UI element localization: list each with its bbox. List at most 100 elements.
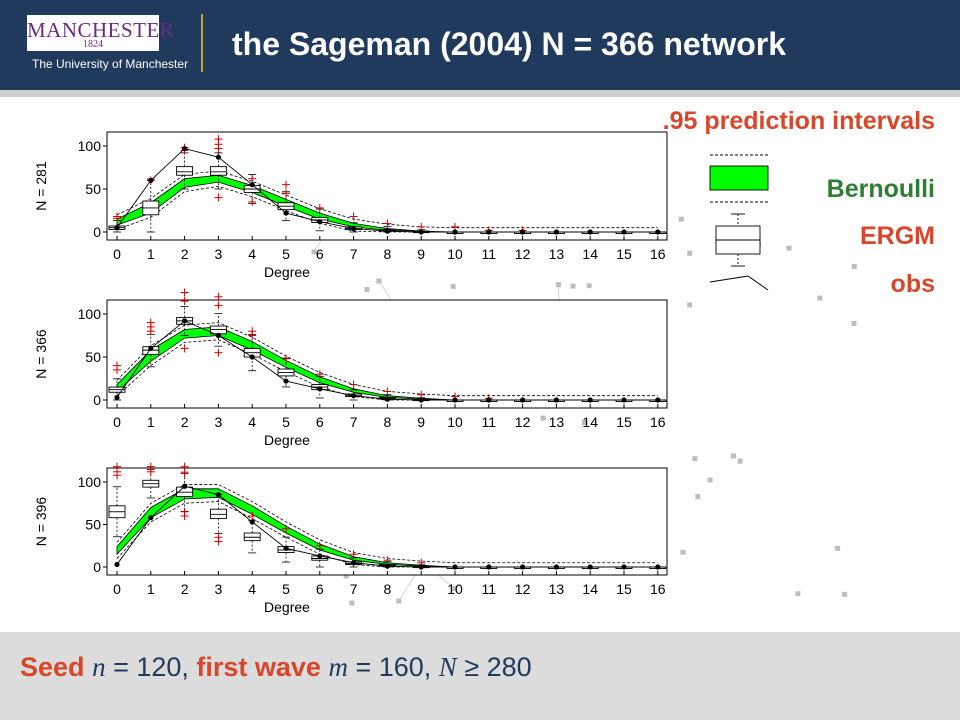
footer-bar xyxy=(0,632,960,720)
x-tick-label: 6 xyxy=(316,414,324,430)
x-axis-label: Degree xyxy=(264,599,310,615)
header-divider xyxy=(201,14,203,72)
network-node xyxy=(707,477,713,483)
network-node xyxy=(376,278,382,284)
interval-lower-line xyxy=(116,186,658,233)
y-tick-label: 50 xyxy=(85,349,101,365)
x-tick-label: 10 xyxy=(447,414,463,430)
n-value: = 120, xyxy=(105,652,197,682)
header-strip xyxy=(0,90,960,97)
obs-point xyxy=(283,545,289,551)
network-node xyxy=(817,295,823,301)
y-tick-label: 50 xyxy=(85,517,101,533)
x-tick-label: 9 xyxy=(417,414,425,430)
network-node xyxy=(680,549,686,555)
obs-point xyxy=(452,564,458,570)
slide-title: the Sageman (2004) N = 366 network xyxy=(232,26,786,62)
wave-label: first wave xyxy=(196,652,321,682)
obs-point xyxy=(520,397,526,403)
x-tick-label: 15 xyxy=(616,414,632,430)
x-tick-label: 6 xyxy=(316,581,324,597)
obs-point xyxy=(418,564,424,570)
obs-point xyxy=(452,397,458,403)
x-tick-label: 12 xyxy=(515,581,531,597)
obs-point xyxy=(249,519,255,525)
x-tick-label: 2 xyxy=(181,414,189,430)
x-tick-label: 9 xyxy=(417,246,425,262)
x-tick-label: 11 xyxy=(482,246,497,262)
obs-point xyxy=(283,210,289,216)
x-tick-label: 4 xyxy=(248,581,256,597)
y-tick-label: 100 xyxy=(78,306,102,322)
network-node xyxy=(678,216,684,222)
x-tick-label: 2 xyxy=(181,581,189,597)
x-tick-label: 10 xyxy=(447,246,463,262)
obs-point xyxy=(317,219,323,225)
obs-point xyxy=(249,354,255,360)
network-node xyxy=(555,282,561,288)
obs-point xyxy=(283,378,289,384)
obs-point xyxy=(182,483,188,489)
network-node xyxy=(364,286,370,292)
header-bar: MANCHESTER 1824 The University of Manche… xyxy=(0,0,960,90)
x-tick-label: 15 xyxy=(616,581,632,597)
obs-point xyxy=(520,229,526,235)
y-axis-label: N = 366 xyxy=(33,329,49,379)
y-tick-label: 100 xyxy=(78,474,102,490)
x-tick-label: 13 xyxy=(549,414,565,430)
obs-point xyxy=(148,177,154,183)
obs-point xyxy=(452,229,458,235)
x-tick-label: 11 xyxy=(482,414,497,430)
x-tick-label: 11 xyxy=(482,581,497,597)
obs-point xyxy=(182,318,188,324)
x-tick-label: 7 xyxy=(350,414,358,430)
obs-point xyxy=(317,386,323,392)
obs-point xyxy=(655,564,661,570)
y-tick-label: 0 xyxy=(93,224,101,240)
network-node xyxy=(730,453,736,459)
x-tick-label: 9 xyxy=(417,581,425,597)
x-tick-label: 13 xyxy=(549,581,565,597)
ergm-box xyxy=(209,166,227,176)
network-node xyxy=(349,600,355,606)
x-tick-label: 14 xyxy=(582,414,598,430)
x-tick-label: 1 xyxy=(147,414,155,430)
obs-point xyxy=(553,564,560,570)
x-tick-label: 13 xyxy=(549,246,565,262)
obs-point xyxy=(182,145,188,152)
obs-point xyxy=(215,492,221,498)
obs-point xyxy=(215,332,221,339)
network-node xyxy=(692,456,698,462)
x-tick-label: 14 xyxy=(582,246,598,262)
x-tick-label: 0 xyxy=(113,581,121,597)
N-symbol: N xyxy=(438,652,457,682)
obs-point xyxy=(148,345,154,351)
x-tick-label: 4 xyxy=(248,246,256,262)
obs-point xyxy=(587,229,593,235)
obs-point xyxy=(486,397,492,403)
network-node xyxy=(687,250,693,256)
y-axis-label: N = 281 xyxy=(33,161,49,211)
obs-point xyxy=(114,225,120,231)
x-tick-label: 3 xyxy=(215,581,223,597)
x-tick-label: 12 xyxy=(515,246,531,262)
x-tick-label: 0 xyxy=(113,246,121,262)
legend-obs: obs xyxy=(890,270,935,298)
network-node xyxy=(835,545,841,551)
obs-point xyxy=(249,182,255,188)
x-tick-label: 6 xyxy=(316,246,324,262)
logo-wordmark: MANCHESTER xyxy=(27,18,175,42)
university-logo: MANCHESTER 1824 xyxy=(27,15,175,51)
network-node xyxy=(842,591,848,597)
obs-point xyxy=(553,229,560,235)
network-node xyxy=(695,494,701,500)
x-tick-label: 1 xyxy=(147,581,155,597)
x-tick-label: 16 xyxy=(650,581,666,597)
x-tick-label: 1 xyxy=(147,246,155,262)
network-node xyxy=(795,591,801,597)
network-node xyxy=(687,302,693,308)
x-tick-label: 7 xyxy=(350,246,358,262)
obs-point xyxy=(621,397,627,403)
obs-point xyxy=(351,393,357,399)
